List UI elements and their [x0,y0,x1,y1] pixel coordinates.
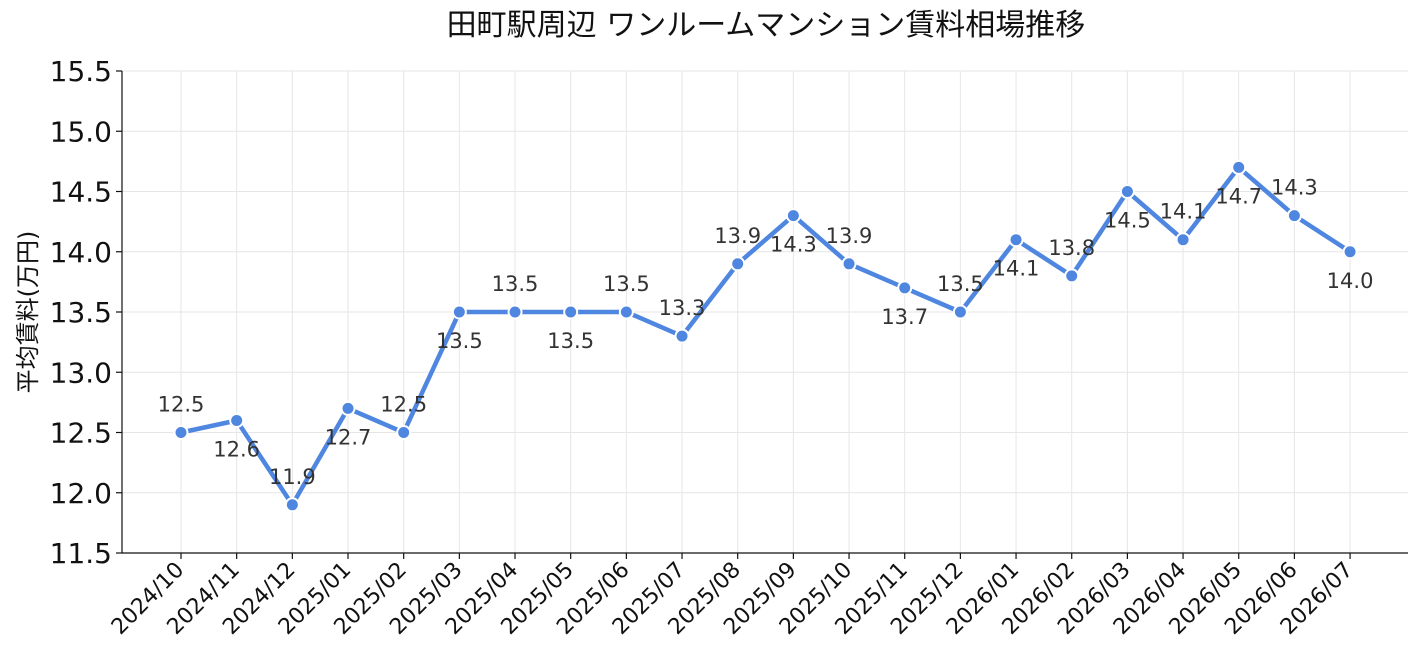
series-line [178,165,1353,508]
data-point [451,304,467,320]
data-label: 13.5 [603,272,650,296]
data-label: 13.3 [659,296,706,320]
data-point [1119,184,1135,199]
data-point [173,425,189,440]
data-point [1008,232,1024,248]
data-labels: 12.5 12.6 11.9 12.7 12.5 13.5 13.5 13.5 13.5 13.3… [158,176,1374,489]
data-label: 11.9 [269,465,316,489]
data-label: 14.1 [1160,200,1207,224]
y-axis-label: 平均賃料(万円) [14,231,42,394]
data-point [841,256,857,272]
data-label: 14.1 [993,257,1040,281]
data-label: 12.7 [325,425,372,449]
data-label: 13.5 [492,272,539,296]
y-tick-label: 12.0 [50,477,112,510]
data-point [1175,232,1191,248]
data-point [730,256,746,272]
data-label: 13.5 [436,329,483,353]
y-tick-label: 13.5 [50,296,112,329]
data-label: 13.5 [937,272,984,296]
data-label: 12.5 [158,393,205,417]
y-tick-label: 12.5 [50,417,112,450]
data-label: 12.5 [380,393,427,417]
data-label: 13.5 [547,329,594,353]
y-tick-label: 14.0 [50,236,112,269]
y-tick-label: 14.5 [50,176,112,209]
data-point [1064,268,1080,284]
data-label: 14.3 [1271,176,1318,200]
data-point [563,304,579,320]
data-label: 12.6 [213,437,260,461]
x-ticks: 2024/102024/112024/122025/012025/022025/… [107,553,1358,640]
data-point [1231,159,1247,175]
data-label: 14.7 [1215,184,1262,208]
y-ticks: 11.5 12.0 12.5 13.0 13.5 14.0 14.5 15.0 15.5 [50,55,122,570]
data-point [284,497,300,513]
data-point [1286,208,1302,224]
chart-title: 田町駅周辺 ワンルームマンション賃料相場推移 [447,8,1086,43]
data-point [396,425,412,440]
data-label: 13.7 [881,305,928,329]
data-point [340,400,356,416]
data-label: 13.9 [714,224,761,248]
data-label: 14.3 [770,233,817,257]
data-point [897,280,913,296]
data-point [952,304,968,320]
data-point [785,208,801,224]
series [173,159,1358,513]
data-point [1342,244,1358,260]
data-label: 13.9 [826,224,873,248]
data-point [229,412,245,428]
y-tick-label: 11.5 [50,537,112,570]
data-label: 14.0 [1327,269,1374,293]
y-tick-label: 13.0 [50,356,112,389]
data-label: 14.5 [1104,209,1151,233]
y-tick-label: 15.5 [50,55,112,88]
data-point [674,328,690,344]
data-point [618,304,634,320]
data-label: 13.8 [1048,236,1095,260]
y-tick-label: 15.0 [50,115,112,148]
data-point [507,304,523,320]
